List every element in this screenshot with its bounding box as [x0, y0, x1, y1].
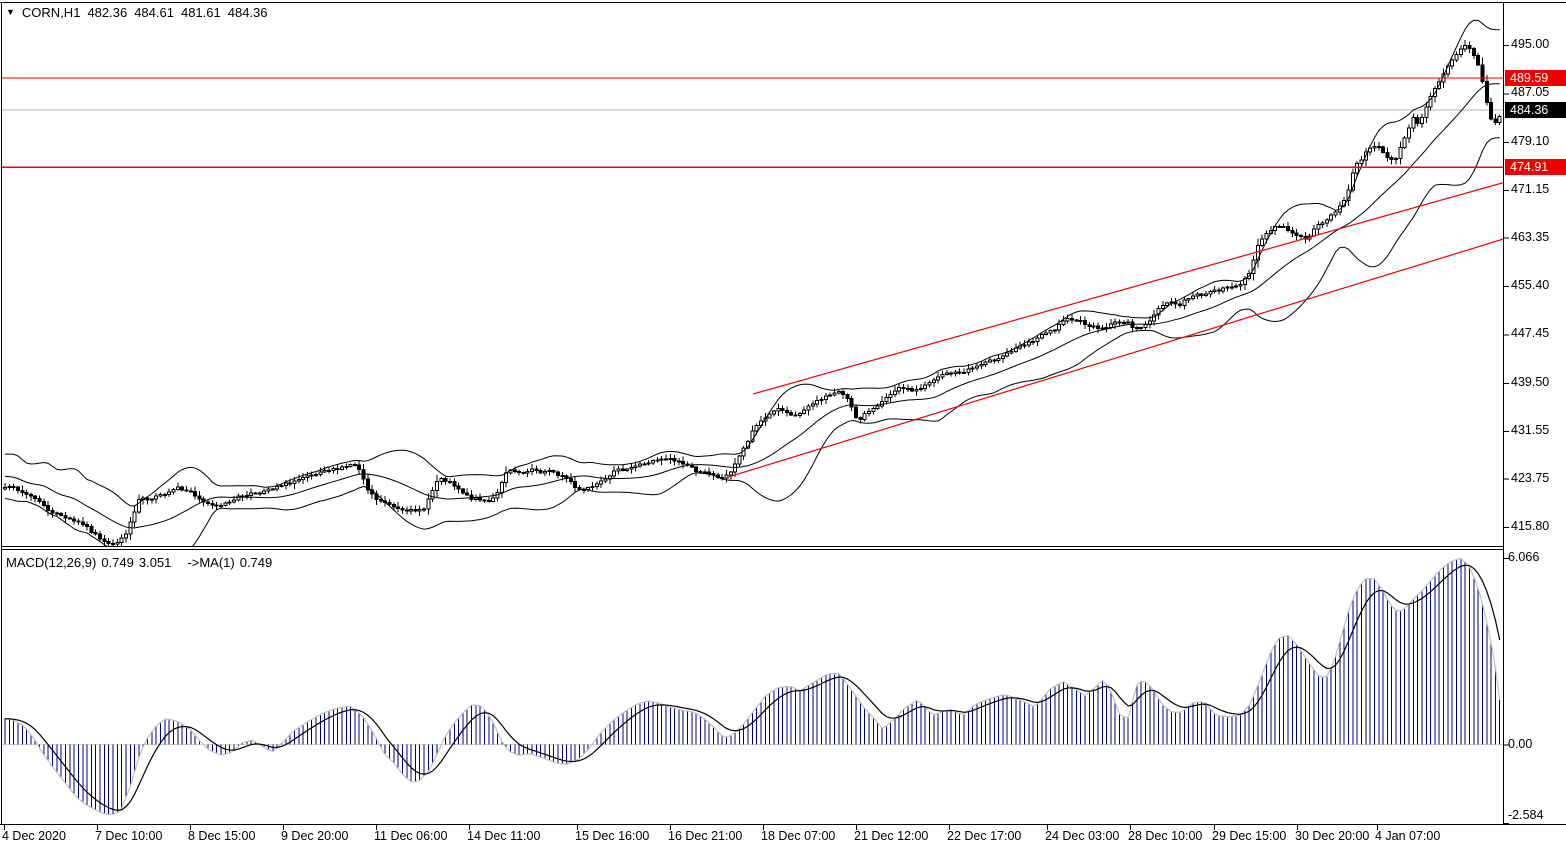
price-tick-label: 463.35	[1511, 229, 1550, 244]
macd-ma-value: 0.749	[239, 555, 273, 570]
price-tick-label: 431.55	[1511, 423, 1550, 438]
price-tick-label: 415.80	[1511, 519, 1550, 533]
time-tick-label: 4 Jan 07:00	[1375, 829, 1441, 843]
time-tick-label: 18 Dec 07:00	[761, 829, 836, 843]
macd-tick-label: -2.584	[1508, 808, 1544, 822]
macd-signal-value: 3.051	[138, 555, 172, 570]
macd-label: MACD(12,26,9)	[6, 555, 97, 570]
price-tick-label: 439.50	[1511, 374, 1550, 389]
time-tick-label: 9 Dec 20:00	[281, 829, 349, 843]
time-tick-label: 24 Dec 03:00	[1045, 829, 1120, 843]
time-tick-label: 11 Dec 06:00	[374, 829, 448, 843]
ohlc-high: 484.61	[134, 5, 174, 20]
symbol-timeframe-label: CORN,H1	[21, 5, 81, 20]
current-price-badge: 484.36	[1505, 101, 1566, 118]
time-tick-label: 22 Dec 17:00	[947, 829, 1022, 843]
time-tick-label: 14 Dec 11:00	[467, 829, 541, 843]
time-tick-label: 8 Dec 15:00	[188, 829, 256, 843]
price-tick-label: 495.00	[1511, 37, 1550, 51]
macd-main-value: 0.749	[101, 555, 134, 570]
macd-ma-label: ->MA(1)	[187, 555, 235, 570]
time-tick-label: 30 Dec 20:00	[1295, 829, 1370, 843]
price-tick-label: 423.75	[1511, 470, 1550, 485]
price-tick-label: 447.45	[1511, 326, 1550, 341]
line-price-badge: 489.59	[1505, 69, 1566, 86]
macd-tick-label: 6.066	[1508, 549, 1540, 564]
price-tick-label: 479.10	[1511, 133, 1550, 148]
time-tick-label: 15 Dec 16:00	[575, 829, 650, 843]
chart-header: ▼ CORN,H1 482.36 484.61 481.61 484.36	[6, 5, 268, 20]
line-price-badge: 474.91	[1505, 159, 1566, 176]
price-tick-label: 455.40	[1511, 278, 1550, 292]
time-tick-label: 21 Dec 12:00	[854, 829, 929, 843]
time-tick-label: 29 Dec 15:00	[1212, 829, 1287, 843]
time-tick-label: 16 Dec 21:00	[668, 829, 743, 843]
price-tick-label: 471.15	[1511, 182, 1550, 197]
ohlc-low: 481.61	[180, 5, 221, 20]
time-tick-label: 28 Dec 10:00	[1128, 829, 1203, 843]
time-tick-label: 7 Dec 10:00	[95, 829, 163, 843]
macd-header: MACD(12,26,9) 0.749 3.051 ->MA(1) 0.749	[6, 555, 272, 570]
time-tick-label: 4 Dec 2020	[2, 829, 66, 843]
ohlc-close: 484.36	[227, 5, 268, 20]
ohlc-open: 482.36	[87, 5, 128, 20]
collapse-icon[interactable]: ▼	[6, 7, 15, 17]
price-tick-label: 487.05	[1511, 85, 1550, 100]
macd-tick-label: 0.00	[1508, 736, 1533, 751]
